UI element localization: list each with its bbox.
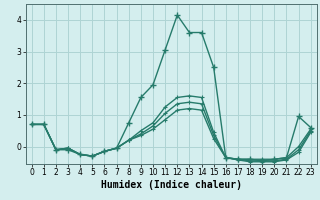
X-axis label: Humidex (Indice chaleur): Humidex (Indice chaleur) xyxy=(101,180,242,190)
